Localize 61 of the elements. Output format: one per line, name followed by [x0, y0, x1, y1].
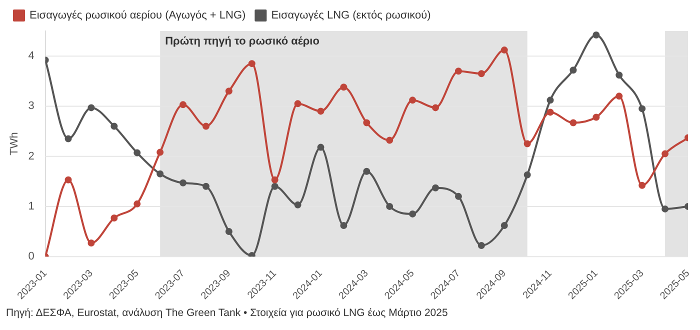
point [88, 240, 95, 247]
point [271, 182, 278, 190]
point [202, 122, 210, 130]
point [271, 176, 278, 184]
point [110, 214, 118, 222]
point [662, 150, 669, 158]
point [180, 101, 187, 108]
band-label: Πρώτη πηγή το ρωσικό αέριο [165, 36, 320, 48]
point [340, 84, 348, 91]
y-tick-label: 2 [28, 150, 34, 162]
point [478, 70, 485, 78]
point [294, 201, 302, 208]
point [500, 46, 508, 54]
point [454, 68, 462, 75]
point [225, 88, 232, 95]
point [478, 242, 485, 250]
point [156, 148, 164, 156]
point [616, 72, 623, 79]
point [500, 222, 508, 229]
point [432, 104, 440, 112]
point [225, 228, 232, 235]
point [248, 60, 256, 68]
point [363, 168, 370, 175]
point [454, 192, 462, 200]
y-tick-label: 1 [28, 200, 34, 212]
y-axis-title: TWh [8, 132, 21, 156]
point [570, 119, 577, 126]
point [592, 32, 600, 39]
point [638, 105, 646, 112]
point [570, 66, 577, 74]
point [317, 144, 324, 151]
point [88, 104, 95, 112]
point [134, 149, 141, 156]
point [340, 222, 348, 229]
point [638, 182, 646, 189]
point [180, 179, 187, 186]
point [156, 170, 164, 178]
legend-label: Εισαγωγές ρωσικού αερίου (Αγωγός + LNG) [30, 10, 246, 22]
point [592, 114, 600, 121]
point [546, 108, 554, 116]
point [363, 119, 370, 126]
point [294, 100, 302, 108]
point [409, 210, 416, 218]
point [546, 96, 554, 104]
point [432, 184, 440, 192]
y-tick-label: 0 [28, 250, 34, 263]
point [386, 202, 394, 210]
point [524, 140, 531, 148]
point [662, 205, 669, 212]
point [616, 92, 623, 100]
point [202, 182, 210, 190]
point [524, 171, 531, 178]
y-tick-label: 3 [28, 100, 34, 112]
point [386, 136, 394, 144]
point [409, 96, 416, 104]
point [134, 200, 141, 208]
legend-label: Εισαγωγές LNG (εκτός ρωσικού) [271, 10, 431, 22]
text: Πηγή: ΔΕΣΦΑ, Eurostat, ανάλυση The Green Tank • Στοιχεία για ρωσικό LNG έως Μάρτιο 2025 [6, 307, 448, 319]
y-tick-label: 4 [28, 50, 34, 62]
point [110, 122, 118, 130]
point [317, 108, 324, 115]
